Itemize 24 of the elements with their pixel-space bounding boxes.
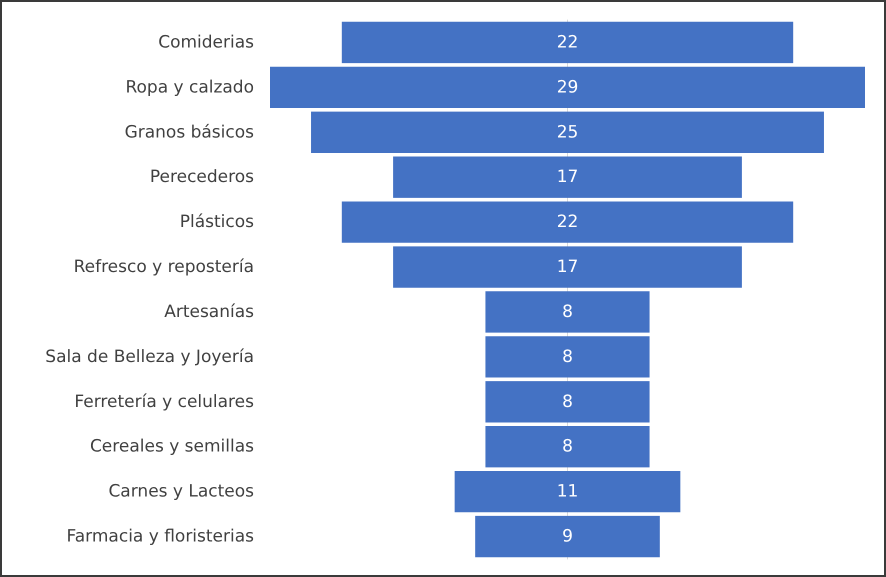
data-label: 8 [562,392,573,412]
category-label: Perecederos [150,167,254,188]
category-label: Ferretería y celulares [74,392,254,412]
category-label: Sala de Belleza y Joyería [45,346,254,367]
data-label: 8 [562,346,573,367]
data-label: 17 [556,257,578,278]
data-label: 25 [556,122,578,142]
data-label: 11 [556,482,578,502]
data-label: 8 [562,436,573,457]
category-label: Plásticos [180,212,254,232]
data-label: 22 [556,32,578,52]
category-label: Cereales y semillas [90,436,254,457]
data-label: 8 [562,302,573,322]
data-label: 9 [562,526,573,547]
category-label: Refresco y repostería [74,257,254,278]
data-label: 22 [556,212,578,232]
category-label: Farmacia y floristerias [66,526,254,547]
data-label: 29 [556,77,578,98]
category-label: Ropa y calzado [125,77,254,98]
category-label: Carnes y Lacteos [108,482,254,502]
data-label: 17 [556,167,578,188]
category-label: Granos básicos [124,122,254,142]
category-label: Artesanías [164,302,254,322]
category-label: Comiderias [158,32,254,52]
